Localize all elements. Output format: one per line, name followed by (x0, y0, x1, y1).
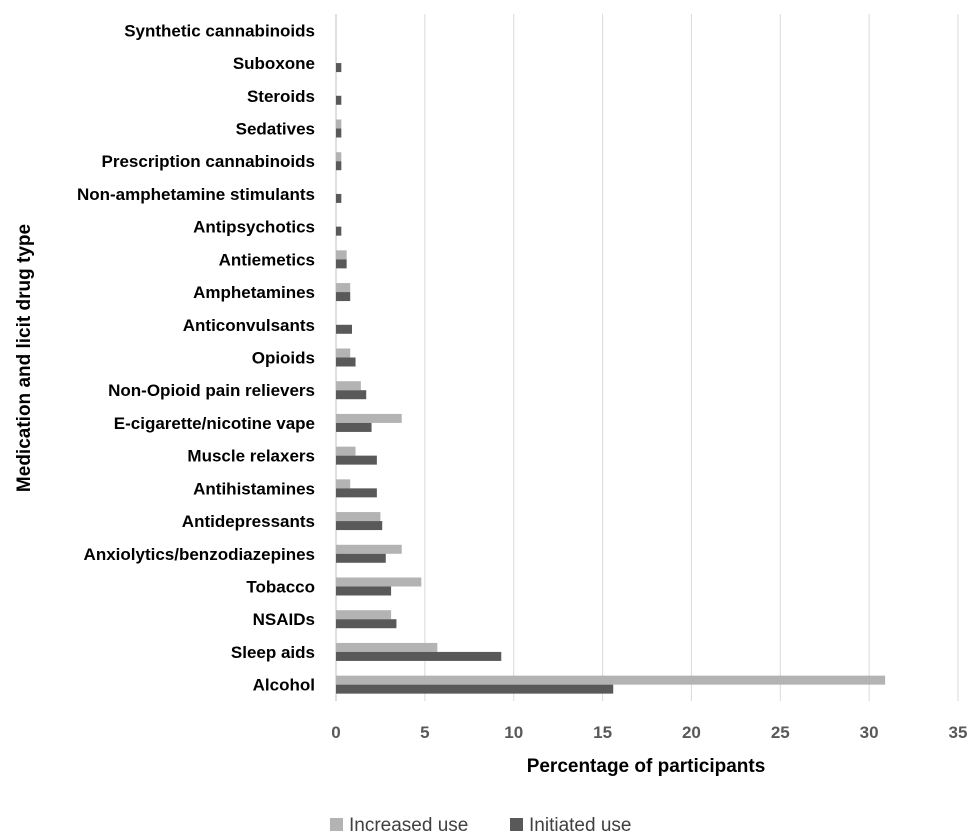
bar-initiated-use (336, 193, 342, 203)
category-label: Steroids (247, 87, 315, 106)
bar-increased-use (336, 283, 351, 293)
bar-initiated-use (336, 455, 377, 465)
bar-initiated-use (336, 422, 372, 432)
bar-increased-use (336, 413, 402, 423)
x-axis-title: Percentage of participants (527, 756, 766, 777)
bar-increased-use (336, 381, 361, 391)
category-labels: Alcohol Sleep aids NSAIDs Tobacco Anxiolytic… (77, 21, 315, 694)
bar-initiated-use (336, 324, 352, 334)
category-label: Non-Opioid pain relievers (108, 381, 315, 400)
category-label: Anticonvulsants (183, 316, 315, 335)
bar-increased-use (336, 544, 402, 554)
category-label: Sedatives (236, 120, 315, 139)
category-label: NSAIDs (253, 610, 315, 629)
gridlines (335, 14, 959, 701)
bar-initiated-use (336, 357, 356, 367)
category-label: Muscle relaxers (187, 447, 315, 466)
bar-increased-use (336, 642, 438, 652)
bar-initiated-use (336, 521, 383, 531)
bar-initiated-use (336, 292, 351, 302)
bar-initiated-use (336, 128, 342, 138)
bar-increased-use (336, 675, 886, 685)
category-label: Amphetamines (193, 283, 315, 302)
legend: Increased use Initiated use (330, 815, 631, 835)
bar-increased-use (336, 250, 347, 260)
x-tick-label: 30 (860, 723, 879, 742)
x-tick-label: 20 (682, 723, 701, 742)
bar-initiated-use (336, 553, 386, 563)
bar-initiated-use (336, 259, 347, 269)
bar-initiated-use (336, 619, 397, 629)
category-label: Antihistamines (193, 479, 315, 498)
bar-initiated-use (336, 95, 342, 105)
bar-increased-use (336, 446, 356, 456)
bar-increased-use (336, 512, 381, 522)
x-tick-label: 25 (771, 723, 790, 742)
category-label: E-cigarette/nicotine vape (114, 414, 315, 433)
bar-initiated-use (336, 488, 377, 498)
category-label: Anxiolytics/benzodiazepines (84, 545, 315, 564)
legend-label: Initiated use (529, 815, 631, 835)
bar-increased-use (336, 479, 351, 489)
x-tick-label: 0 (331, 723, 340, 742)
bar-initiated-use (336, 684, 614, 694)
category-label: Tobacco (246, 578, 315, 597)
bar-initiated-use (336, 586, 392, 596)
category-label: Opioids (252, 349, 315, 368)
x-tick-label: 10 (504, 723, 523, 742)
y-axis-title: Medication and licit drug type (14, 224, 35, 492)
bar-increased-use (336, 577, 422, 587)
bar-initiated-use (336, 63, 342, 73)
x-tick-labels: 0 5 10 15 20 25 30 35 (331, 723, 967, 742)
bars (336, 63, 886, 694)
category-label: Antiemetics (219, 250, 315, 269)
bar-increased-use (336, 152, 342, 162)
category-label: Antidepressants (182, 512, 315, 531)
bar-initiated-use (336, 161, 342, 171)
category-label: Non-amphetamine stimulants (77, 185, 315, 204)
bar-initiated-use (336, 226, 342, 236)
legend-swatch (330, 818, 343, 831)
category-label: Sleep aids (231, 643, 315, 662)
category-label: Synthetic cannabinoids (124, 21, 315, 40)
bar-increased-use (336, 119, 342, 129)
legend-swatch (510, 818, 523, 831)
category-label: Alcohol (253, 676, 315, 695)
x-tick-label: 35 (949, 723, 968, 742)
bar-initiated-use (336, 390, 367, 400)
legend-label: Increased use (349, 815, 468, 835)
category-label: Antipsychotics (193, 218, 315, 237)
bar-increased-use (336, 610, 392, 620)
bar-increased-use (336, 348, 351, 358)
x-tick-label: 5 (420, 723, 429, 742)
category-label: Prescription cannabinoids (102, 152, 316, 171)
bar-initiated-use (336, 651, 502, 661)
category-label: Suboxone (233, 54, 315, 73)
x-tick-label: 15 (593, 723, 612, 742)
